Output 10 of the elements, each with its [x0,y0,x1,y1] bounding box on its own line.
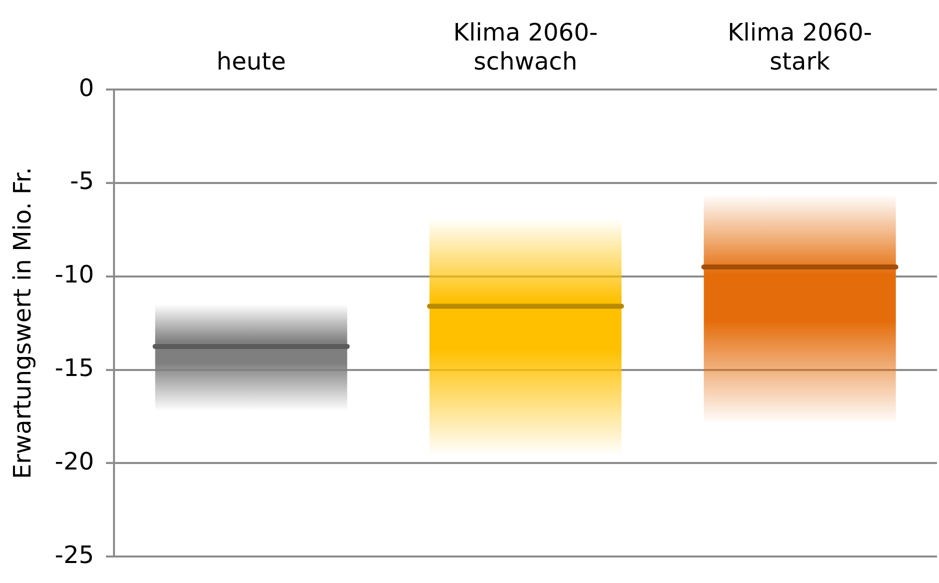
x-tick-label: Klima 2060-schwach [453,18,598,76]
x-tick-label: Klima 2060-stark [728,18,872,76]
y-tick-label: -10 [54,260,94,289]
x-tick-label: heute [216,47,286,76]
y-tick-label: -15 [54,354,94,382]
y-tick-label: -25 [54,540,94,569]
y-tick-label: -20 [54,447,94,476]
y-tick-label: -5 [70,167,94,196]
y-axis-title: Erwartungswert in Mio. Fr. [8,167,37,480]
y-tick-label: 0 [78,74,94,102]
